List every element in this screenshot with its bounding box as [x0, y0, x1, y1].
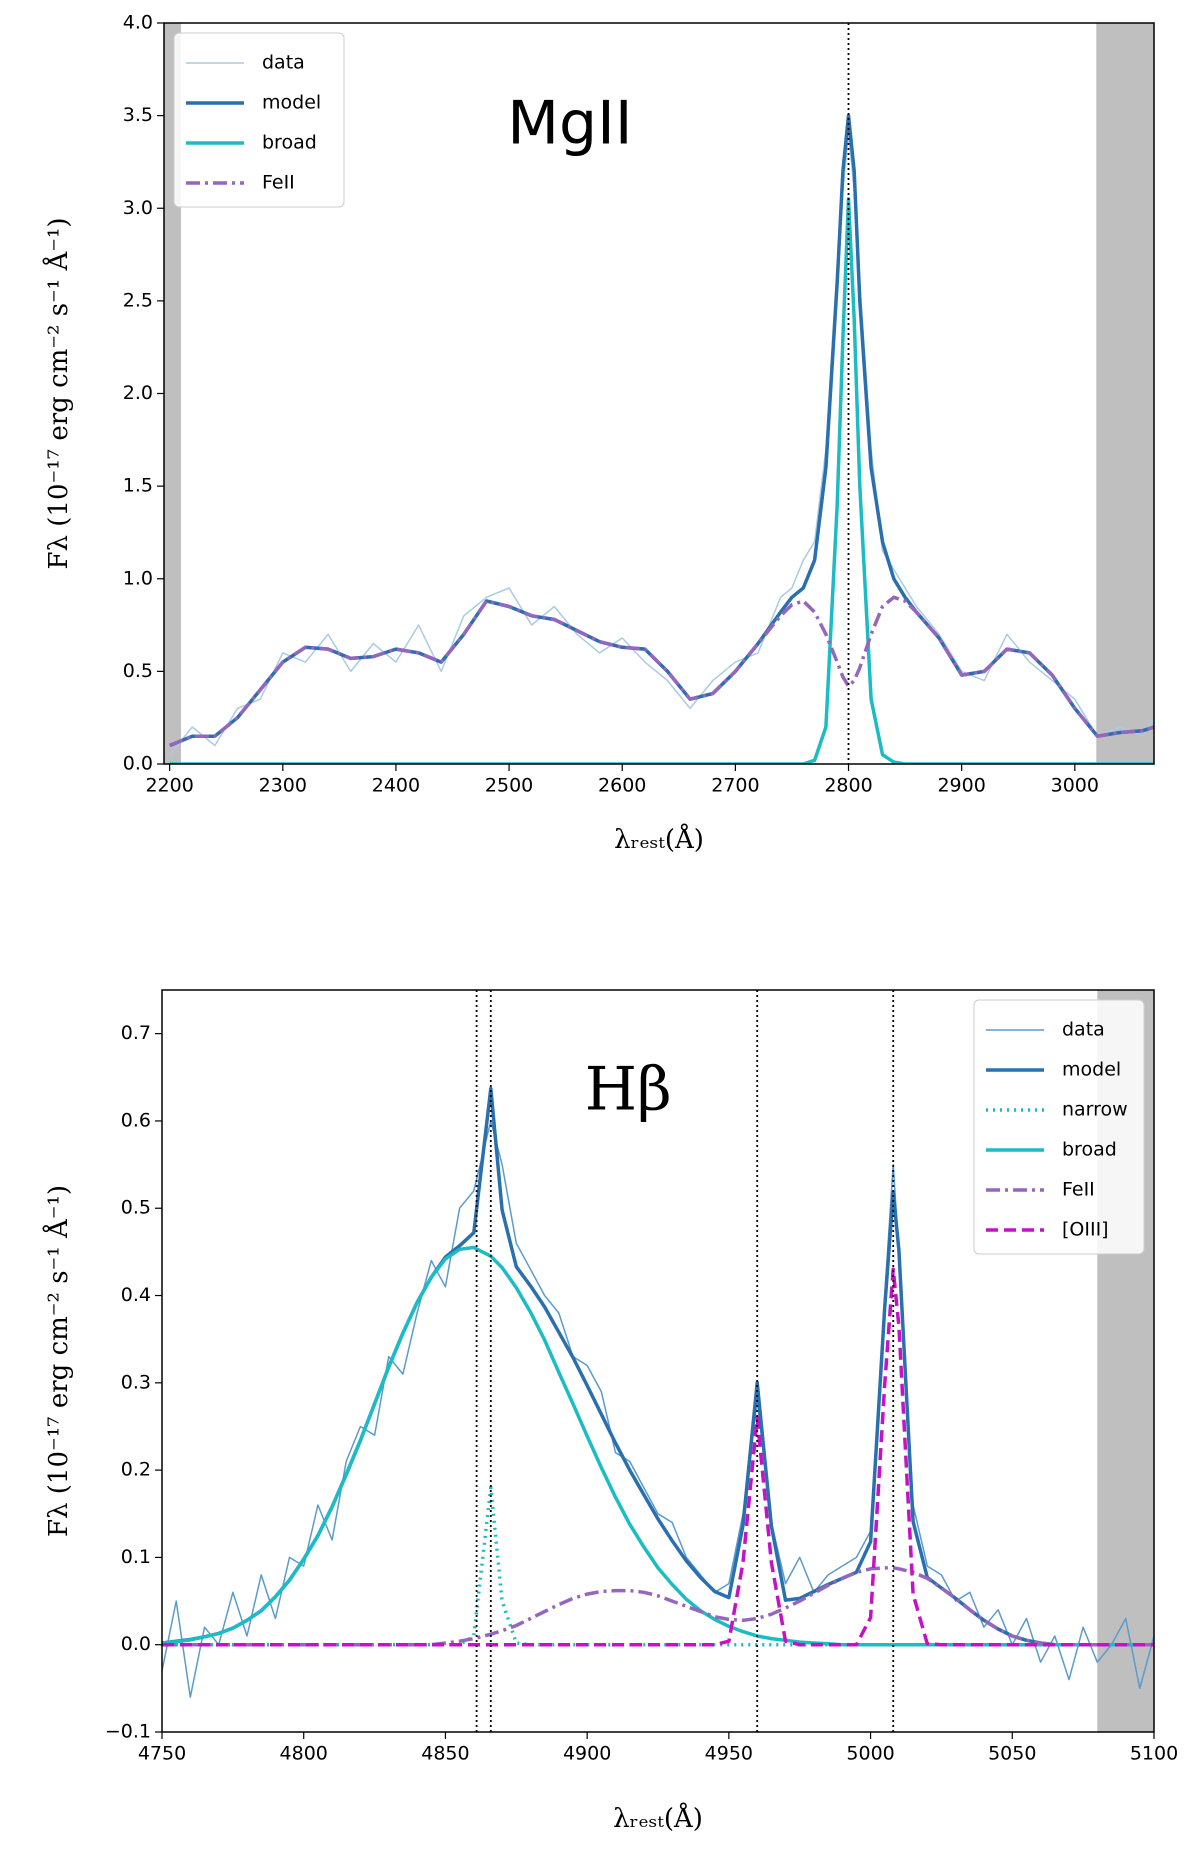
y-tick-label: 2.5 — [123, 289, 153, 311]
y-tick-label: 0.0 — [121, 1633, 151, 1655]
y-tick-label: 0.6 — [121, 1109, 151, 1131]
legend-label: data — [1062, 1019, 1105, 1041]
legend-label: FeII — [1062, 1179, 1095, 1201]
y-tick-label: 2.0 — [123, 382, 153, 404]
y-axis-label: Fλ (10⁻¹⁷ erg cm⁻² s⁻¹ Å⁻¹) — [42, 1185, 74, 1537]
legend-box — [973, 999, 1145, 1255]
x-tick-label: 4800 — [280, 1743, 328, 1765]
legend-label: FeII — [262, 172, 295, 194]
x-tick-label: 2900 — [937, 775, 985, 797]
x-tick-label: 2700 — [711, 775, 759, 797]
x-axis-label: λᵣₑₛₜ(Å) — [614, 823, 704, 855]
legend-label: broad — [1062, 1139, 1117, 1161]
x-tick-label: 2400 — [372, 775, 420, 797]
shaded-region — [164, 23, 181, 764]
y-tick-label: 0.2 — [121, 1459, 151, 1481]
legend-label: model — [262, 92, 321, 114]
x-tick-label: 2500 — [485, 775, 533, 797]
x-tick-label: 4750 — [138, 1743, 186, 1765]
x-tick-label: 4850 — [421, 1743, 469, 1765]
legend-label: broad — [262, 132, 317, 154]
y-tick-label: 0.1 — [121, 1546, 151, 1568]
x-tick-label: 3000 — [1051, 775, 1099, 797]
panel: 2200 2300 2400 2500 2600 2700 2800 2900 3000 0.0 0… — [42, 12, 1155, 855]
series-line — [162, 1485, 1154, 1647]
legend: data model narrow broad FeII [OIII] — [973, 999, 1145, 1255]
legend-label: data — [262, 52, 305, 74]
x-tick-label: 5000 — [846, 1743, 894, 1765]
y-tick-label: 0.0 — [123, 753, 153, 775]
x-tick-label: 2300 — [259, 775, 307, 797]
plot-area — [164, 23, 1154, 764]
legend-label: [OIII] — [1062, 1219, 1109, 1241]
x-tick-label: 5050 — [988, 1743, 1036, 1765]
y-tick-label: 0.3 — [121, 1371, 151, 1393]
legend-label: model — [1062, 1059, 1121, 1081]
y-tick-label: 1.5 — [123, 475, 153, 497]
x-tick-label: 5100 — [1130, 1743, 1178, 1765]
legend-label: narrow — [1062, 1099, 1128, 1121]
chart-title: Hβ — [585, 1054, 672, 1124]
x-tick-label: 4900 — [563, 1743, 611, 1765]
x-tick-label: 2600 — [598, 775, 646, 797]
y-tick-label: 0.5 — [121, 1197, 151, 1219]
y-tick-label: 4.0 — [123, 12, 153, 34]
x-tick-label: 2200 — [145, 775, 193, 797]
shaded-region — [1096, 23, 1154, 764]
series-line — [162, 1120, 1154, 1698]
y-tick-label: 0.7 — [121, 1022, 151, 1044]
y-axis-label: Fλ (10⁻¹⁷ erg cm⁻² s⁻¹ Å⁻¹) — [42, 217, 74, 569]
legend: data model broad FeII — [173, 32, 345, 208]
legend-box — [173, 32, 345, 208]
series-line — [162, 1245, 1154, 1647]
series-line — [169, 595, 1154, 748]
y-tick-label: 3.5 — [123, 104, 153, 126]
axes-frame — [161, 989, 1155, 1733]
y-tick-label: −0.1 — [105, 1721, 151, 1743]
series-line — [162, 1267, 1154, 1647]
y-tick-label: 0.4 — [121, 1284, 151, 1306]
y-tick-label: 0.5 — [123, 660, 153, 682]
plot-area — [162, 990, 1154, 1732]
series-line — [169, 197, 1154, 764]
x-axis-label: λᵣₑₛₜ(Å) — [613, 1802, 703, 1834]
chart-title: MgII — [507, 88, 632, 158]
panel: 4750 4800 4850 4900 4950 5000 5050 5100 −0.1 0.0 0… — [42, 989, 1178, 1834]
series-line — [169, 133, 1154, 756]
x-tick-label: 4950 — [705, 1743, 753, 1765]
x-tick-label: 2800 — [824, 775, 872, 797]
y-tick-label: 1.0 — [123, 567, 153, 589]
y-tick-label: 3.0 — [123, 197, 153, 219]
